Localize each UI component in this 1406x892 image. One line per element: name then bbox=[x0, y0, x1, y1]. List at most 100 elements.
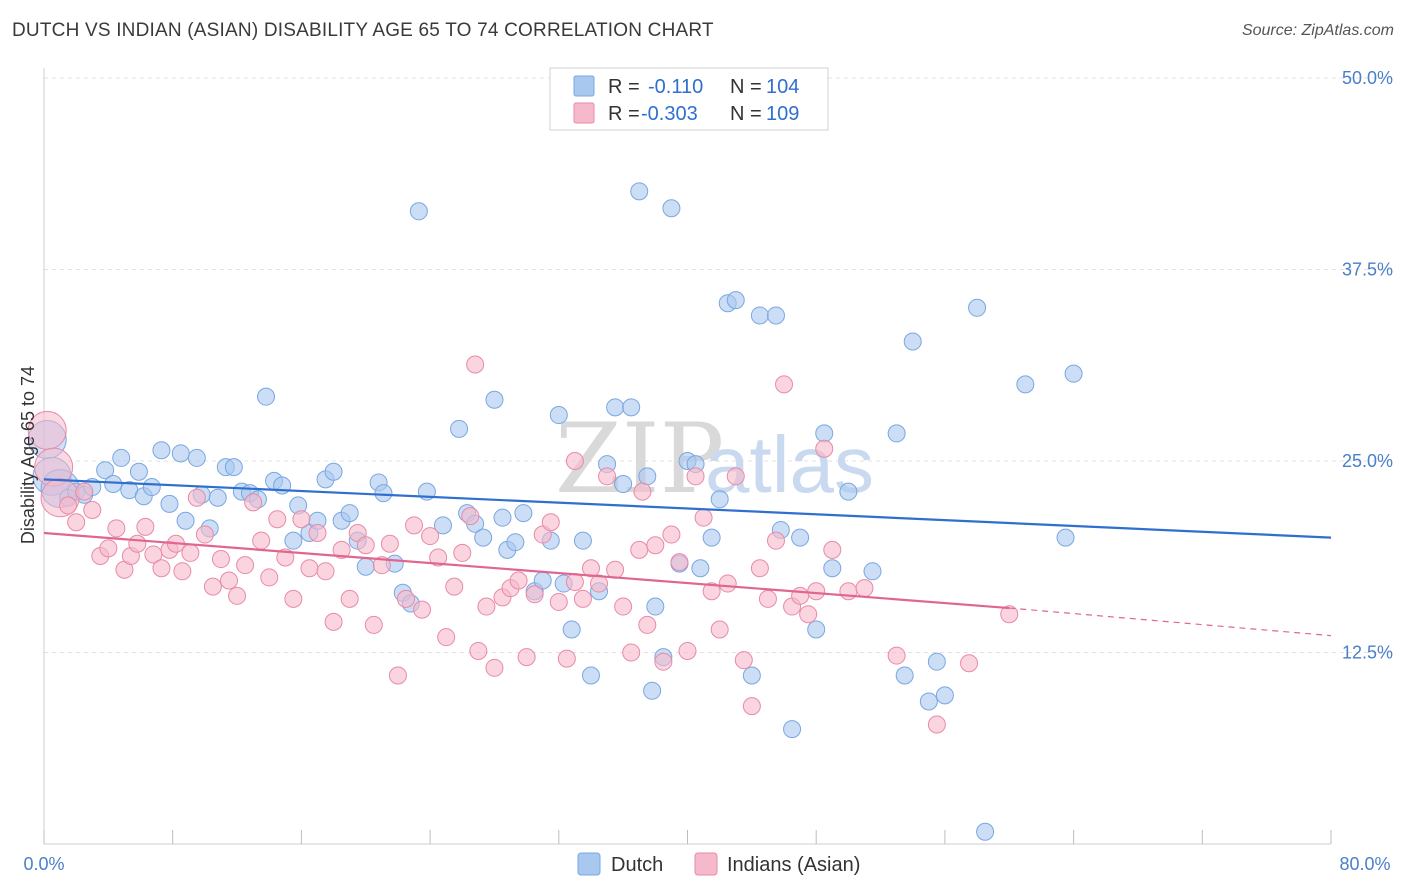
dutch-point-83 bbox=[726, 291, 745, 310]
dutch-point-104 bbox=[1056, 528, 1075, 547]
dutch-point-101 bbox=[968, 298, 987, 317]
indians-asian-point-66 bbox=[557, 649, 576, 668]
indians-asian-point-33 bbox=[292, 510, 311, 529]
indians-asian-point-72 bbox=[606, 560, 625, 579]
indians-asian-point-13 bbox=[136, 517, 155, 536]
dutch-point-47 bbox=[433, 516, 452, 535]
indians-asian-point-49 bbox=[421, 527, 440, 546]
indians-asian-point-79 bbox=[662, 525, 681, 544]
dutch-point-86 bbox=[766, 306, 785, 325]
dutch-point-56 bbox=[514, 504, 533, 523]
dutch-point-99 bbox=[927, 652, 946, 671]
indians-asian-point-71 bbox=[598, 467, 617, 486]
dutch-point-51 bbox=[474, 528, 493, 547]
y-tick-label-1: 25.0% bbox=[1342, 451, 1393, 471]
indians-asian-point-6 bbox=[83, 501, 102, 520]
indians-asian-point-99 bbox=[823, 540, 842, 559]
dutch-point-92 bbox=[823, 559, 842, 578]
indians-asian-point-75 bbox=[630, 540, 649, 559]
indians-asian-point-50 bbox=[429, 548, 448, 567]
dutch-point-15 bbox=[160, 494, 179, 513]
indians-asian-point-104 bbox=[960, 654, 979, 673]
indians-asian-point-97 bbox=[807, 582, 826, 601]
indians-asian-point-52 bbox=[445, 577, 464, 596]
indians-asian-point-28 bbox=[252, 531, 271, 550]
indians-asian-point-67 bbox=[565, 573, 584, 592]
dutch-point-39 bbox=[356, 557, 375, 576]
indians-asian-point-80 bbox=[670, 553, 689, 572]
indians-asian-point-82 bbox=[686, 467, 705, 486]
dutch-point-105 bbox=[1064, 364, 1083, 383]
indians-asian-point-22 bbox=[203, 577, 222, 596]
indians-asian-point-9 bbox=[107, 519, 126, 538]
legend-n-value-2: 109 bbox=[766, 103, 799, 125]
dutch-point-94 bbox=[863, 562, 882, 581]
indians-asian-point-19 bbox=[181, 543, 200, 562]
indians-asian-point-53 bbox=[453, 543, 472, 562]
dutch-point-48 bbox=[450, 419, 469, 438]
indians-asian-point-88 bbox=[734, 651, 753, 670]
indians-asian-point-73 bbox=[614, 597, 633, 616]
indians-asian-point-95 bbox=[791, 586, 810, 605]
legend-stats: R = -0.110 N = 104 R = -0.303 N = 109 bbox=[549, 67, 829, 131]
indians-asian-point-74 bbox=[622, 643, 641, 662]
legend-swatch-indians bbox=[573, 102, 595, 124]
chart-source: Source: ZipAtlas.com bbox=[1241, 22, 1394, 39]
indians-asian-point-18 bbox=[173, 562, 192, 581]
legend-series: Dutch Indians (Asian) bbox=[577, 852, 860, 876]
dutch-point-73 bbox=[646, 597, 665, 616]
indians-asian-point-39 bbox=[340, 589, 359, 608]
indians-asian-point-38 bbox=[332, 540, 351, 559]
indians-asian-point-42 bbox=[364, 615, 383, 634]
dutch-point-64 bbox=[581, 666, 600, 685]
indians-asian-point-54 bbox=[461, 507, 480, 526]
indians-asian-point-41 bbox=[356, 536, 375, 555]
indians-asian-point-77 bbox=[646, 536, 665, 555]
dutch-point-55 bbox=[506, 533, 525, 552]
dutch-point-96 bbox=[895, 666, 914, 685]
dutch-point-72 bbox=[643, 681, 662, 700]
indians-asian-point-76 bbox=[638, 615, 657, 634]
legend-bottom-label-indians: Indians (Asian) bbox=[727, 854, 860, 876]
dutch-point-98 bbox=[919, 692, 938, 711]
indians-asian-point-101 bbox=[855, 579, 874, 598]
indians-asian-point-65 bbox=[549, 592, 568, 611]
indians-asian-point-108 bbox=[633, 482, 652, 501]
indians-asian-point-35 bbox=[308, 524, 327, 543]
dutch-point-71 bbox=[638, 467, 657, 486]
dutch-point-68 bbox=[614, 474, 633, 493]
indians-asian-point-30 bbox=[268, 510, 287, 529]
indians-asian-point-4 bbox=[67, 513, 86, 532]
dutch-point-13 bbox=[142, 478, 161, 497]
indians-asian-point-57 bbox=[485, 658, 504, 677]
indians-asian-point-106 bbox=[466, 355, 485, 374]
dutch-point-75 bbox=[662, 199, 681, 218]
dutch-point-67 bbox=[606, 398, 625, 417]
indians-asian-point-32 bbox=[284, 589, 303, 608]
indians-asian-point-12 bbox=[128, 534, 147, 553]
legend-n-value-1: 104 bbox=[766, 76, 799, 98]
indians-asian-point-102 bbox=[887, 646, 906, 665]
dutch-point-30 bbox=[284, 531, 303, 550]
legend-n-label-1: N = bbox=[730, 76, 762, 98]
indians-asian-point-70 bbox=[590, 574, 609, 593]
indians-asian-point-45 bbox=[388, 666, 407, 685]
legend-n-label-2: N = bbox=[730, 103, 762, 125]
indians-asian-point-56 bbox=[477, 597, 496, 616]
indians-asian-point-64 bbox=[541, 513, 560, 532]
series-indians-asian-points bbox=[27, 355, 1019, 734]
dutch-point-7 bbox=[96, 461, 115, 480]
indians-asian-point-85 bbox=[710, 620, 729, 639]
indians-asian-point-89 bbox=[742, 697, 761, 716]
dutch-point-97 bbox=[903, 332, 922, 351]
indians-asian-point-61 bbox=[517, 648, 536, 667]
indians-asian-point-105 bbox=[1000, 605, 1019, 624]
indians-asian-point-47 bbox=[405, 516, 424, 535]
dutch-point-91 bbox=[815, 424, 834, 443]
indians-asian-point-5 bbox=[75, 482, 94, 501]
dutch-point-79 bbox=[691, 559, 710, 578]
dutch-point-81 bbox=[710, 490, 729, 509]
indians-asian-point-34 bbox=[300, 559, 319, 578]
dutch-point-103 bbox=[1016, 375, 1035, 394]
